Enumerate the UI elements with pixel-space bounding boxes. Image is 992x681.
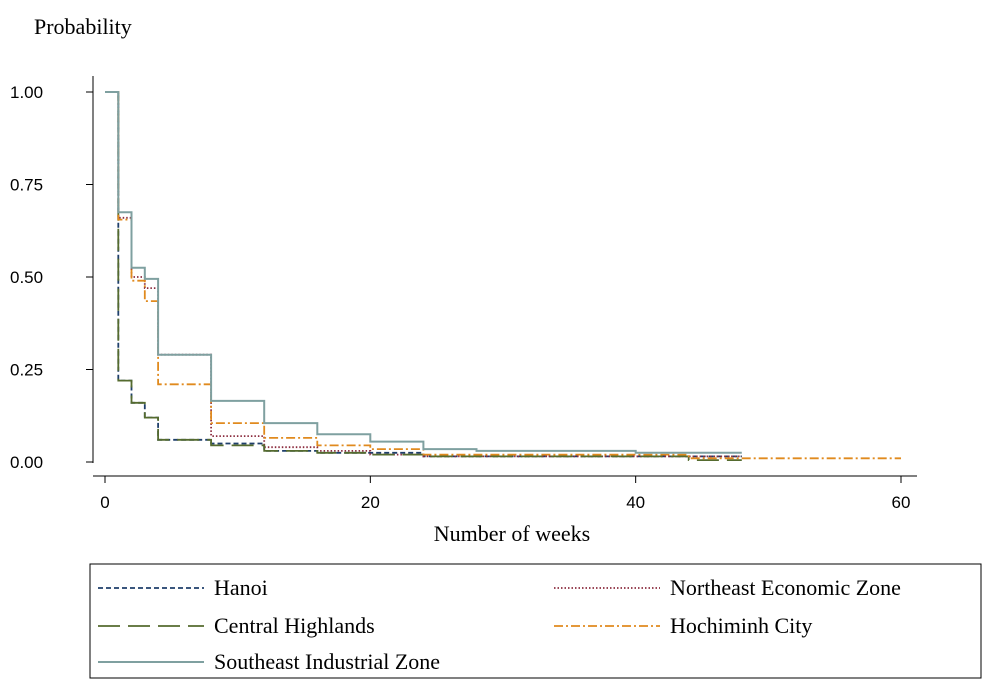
series-layer (105, 91, 901, 461)
x-tick-label: 40 (626, 493, 645, 512)
series-line-4 (105, 91, 901, 460)
y-tick-label: 0.50 (10, 268, 43, 287)
axes (92, 76, 917, 477)
x-axis-label: Number of weeks (434, 521, 590, 546)
legend-label-5: Southeast Industrial Zone (214, 649, 440, 674)
x-tick-label: 20 (361, 493, 380, 512)
x-ticks: 0 20 40 60 (100, 476, 910, 512)
legend-label-1: Hanoi (214, 575, 268, 600)
y-ticks: 0.00 0.25 0.50 0.75 1.00 (10, 83, 93, 472)
legend-label-2: Northeast Economic Zone (670, 575, 901, 600)
y-tick-label: 0.25 (10, 361, 43, 380)
legend-label-3: Central Highlands (214, 613, 375, 638)
legend-label-4: Hochiminh City (670, 613, 812, 638)
y-tick-label: 1.00 (10, 83, 43, 102)
legend: Hanoi Northeast Economic Zone Central High… (89, 563, 982, 679)
y-tick-label: 0.75 (10, 176, 43, 195)
legend-frame (89, 563, 982, 679)
series-line-5 (105, 91, 742, 454)
x-tick-label: 60 (892, 493, 911, 512)
y-axis-label: Probability (34, 14, 132, 39)
y-tick-label: 0.00 (10, 453, 43, 472)
x-tick-label: 0 (100, 493, 109, 512)
